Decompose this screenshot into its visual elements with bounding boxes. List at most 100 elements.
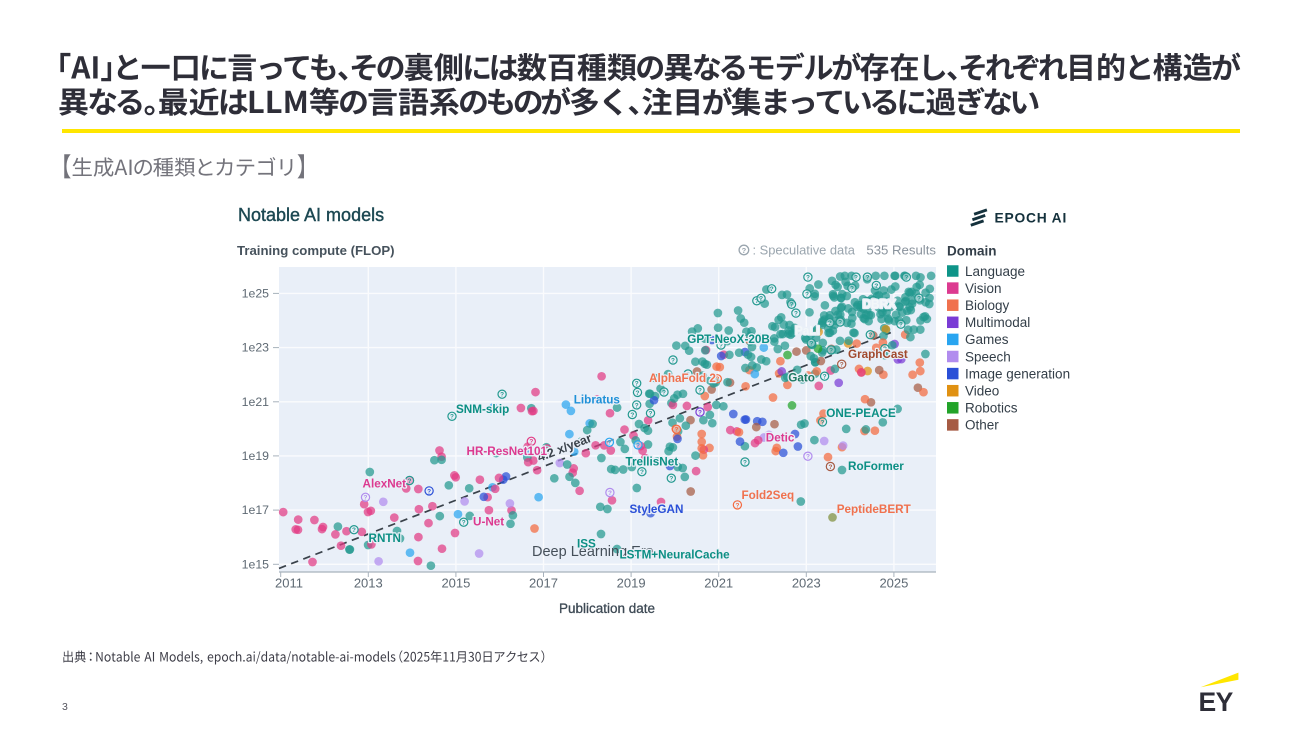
svg-text:?: ? (698, 409, 702, 416)
svg-text:?: ? (755, 298, 759, 305)
svg-text:PeptideBERT: PeptideBERT (837, 503, 912, 516)
svg-text:?: ? (640, 469, 644, 476)
svg-text:?: ? (759, 296, 763, 303)
svg-text:?: ? (636, 442, 640, 449)
svg-text:?: ? (427, 488, 431, 495)
svg-text:TrellisNet: TrellisNet (626, 456, 679, 469)
svg-text:?: ? (874, 283, 878, 290)
svg-text:?: ? (742, 246, 747, 255)
svg-text:?: ? (770, 286, 774, 293)
svg-text:?: ? (529, 439, 533, 446)
svg-text:?: ? (829, 347, 833, 354)
svg-text:?: ? (743, 459, 747, 466)
svg-text:?: ? (828, 464, 832, 471)
svg-text:2019: 2019 (617, 576, 646, 591)
svg-text:GPT-NeoX-20B: GPT-NeoX-20B (687, 333, 769, 346)
svg-text:?: ? (806, 275, 810, 282)
svg-text:?: ? (823, 374, 827, 381)
svg-text:ISS: ISS (577, 538, 596, 551)
svg-text:?: ? (500, 392, 504, 399)
svg-text:?: ? (635, 381, 639, 388)
svg-text:Speech: Speech (965, 349, 1011, 364)
svg-text:AlexNet: AlexNet (363, 478, 407, 491)
svg-text:Video: Video (965, 384, 999, 399)
svg-text:2021: 2021 (704, 576, 733, 591)
svg-text:Notable AI models: Notable AI models (238, 205, 384, 225)
svg-text:ONE-PEACE: ONE-PEACE (826, 407, 896, 420)
svg-text:2023: 2023 (792, 576, 821, 591)
svg-text:Robotics: Robotics (965, 401, 1018, 416)
svg-text:Deep Learning Era: Deep Learning Era (532, 544, 655, 560)
svg-text:Vision: Vision (965, 281, 1002, 296)
svg-text:EPOCH AI: EPOCH AI (995, 211, 1068, 226)
svg-text:?: ? (352, 527, 356, 534)
svg-text:1e17: 1e17 (242, 503, 270, 517)
svg-text:Fold2Seq: Fold2Seq (742, 489, 795, 502)
svg-text:2011: 2011 (275, 576, 303, 591)
svg-text:535 Results: 535 Results (866, 243, 936, 258)
svg-text:Biology: Biology (965, 298, 1010, 313)
svg-text:?: ? (838, 319, 842, 326)
svg-text:?: ? (868, 332, 872, 339)
svg-text:?: ? (649, 411, 653, 418)
svg-text:?: ? (671, 357, 675, 364)
svg-text:1e21: 1e21 (242, 395, 270, 409)
svg-text:?: ? (635, 402, 639, 409)
svg-text:3: 3 (62, 701, 68, 713)
svg-text:LSTM+NeuralCache: LSTM+NeuralCache (620, 549, 731, 562)
svg-text:U-Net: U-Net (473, 516, 504, 529)
svg-text:?: ? (871, 298, 875, 305)
svg-text:Training compute (FLOP): Training compute (FLOP) (237, 243, 395, 258)
svg-text:?: ? (686, 371, 690, 378)
svg-text:?: ? (806, 454, 810, 461)
svg-text:?: ? (545, 446, 549, 453)
svg-text:2025: 2025 (879, 576, 908, 591)
svg-text:?: ? (408, 478, 412, 485)
svg-text:1e25: 1e25 (242, 286, 270, 300)
svg-text:?: ? (794, 311, 798, 318)
svg-text:1e15: 1e15 (242, 557, 270, 571)
svg-text:?: ? (662, 389, 666, 396)
svg-text:?: ? (865, 275, 869, 282)
svg-text:?: ? (899, 322, 903, 329)
svg-text:?: ? (450, 414, 454, 421)
svg-text:?: ? (462, 520, 466, 527)
svg-text:Gato: Gato (788, 371, 815, 384)
svg-text:?: ? (364, 495, 368, 502)
svg-text:PaLI: PaLI (795, 325, 820, 338)
svg-text:RNTN: RNTN (369, 532, 401, 545)
svg-text:?: ? (917, 296, 921, 303)
svg-text:?: ? (805, 291, 809, 298)
svg-text:?: ? (636, 390, 640, 397)
svg-text:1e19: 1e19 (242, 449, 270, 463)
svg-text:?: ? (809, 341, 813, 348)
svg-text:?: ? (630, 412, 634, 419)
svg-text:?: ? (821, 419, 825, 426)
svg-text:RoFormer: RoFormer (848, 460, 904, 473)
svg-text:2015: 2015 (441, 576, 470, 591)
svg-text:Libratus: Libratus (574, 394, 621, 407)
svg-text:?: ? (828, 320, 832, 327)
svg-text:?: ? (675, 427, 679, 434)
svg-text:EY: EY (1199, 687, 1234, 717)
svg-text:SNM-skip: SNM-skip (456, 403, 509, 416)
svg-text:?: ? (735, 502, 739, 509)
svg-text:?: ? (607, 440, 611, 447)
svg-text:?: ? (715, 376, 719, 383)
svg-text:?: ? (850, 286, 854, 293)
svg-text:?: ? (698, 387, 702, 394)
svg-text:Language: Language (965, 264, 1025, 279)
svg-text:?: ? (790, 302, 794, 309)
svg-text:?: ? (840, 362, 844, 369)
svg-text:?: ? (669, 476, 673, 483)
svg-text:Domain: Domain (947, 244, 997, 259)
svg-text:?: ? (608, 490, 612, 497)
svg-text:?: ? (883, 346, 887, 353)
svg-text:Other: Other (965, 418, 999, 433)
svg-text:Image generation: Image generation (965, 366, 1070, 381)
svg-text:: Speculative data: : Speculative data (753, 243, 856, 258)
svg-text:?: ? (719, 342, 723, 349)
svg-text:Multimodal: Multimodal (965, 315, 1030, 330)
svg-text:GraphCast: GraphCast (848, 348, 908, 361)
svg-text:2017: 2017 (529, 576, 558, 591)
